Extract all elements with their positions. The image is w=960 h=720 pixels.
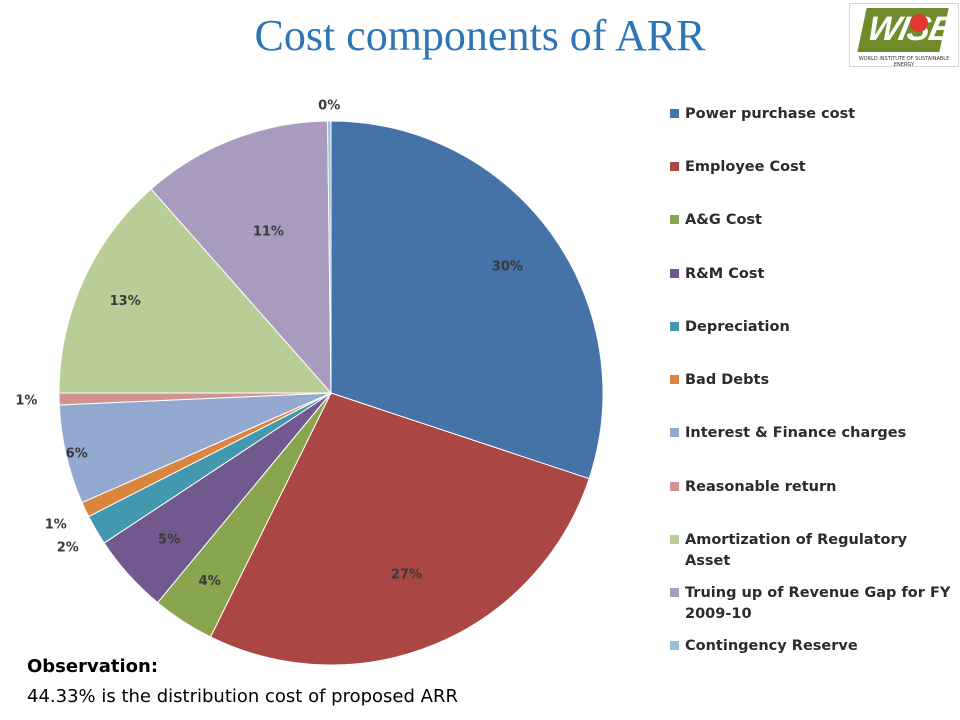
pie-slices [58, 120, 604, 666]
legend-label: R&M Cost [685, 266, 765, 282]
slide-title: Cost components of ARR [254, 11, 706, 60]
legend-label: Truing up of Revenue Gap for FY 2009-10 [685, 585, 951, 622]
logo-sun-icon [910, 14, 928, 32]
pie-label-bad-debts: 1% [45, 518, 67, 533]
observation-text: 44.33% is the distribution cost of propo… [27, 686, 458, 707]
legend-swatch [670, 269, 679, 278]
legend-label: Contingency Reserve [685, 638, 858, 654]
pie-label-amortization-of-regulatory-asset: 13% [110, 294, 141, 309]
logo-tagline: WORLD INSTITUTE OF SUSTAINABLE ENERGY [858, 56, 950, 68]
legend-swatch [670, 109, 679, 118]
legend-label: Employee Cost [685, 159, 806, 175]
pie-slice-power-purchase-cost [330, 120, 604, 480]
pie-label-interest-finance-charges: 6% [66, 446, 88, 461]
observation-heading: Observation: [27, 656, 159, 677]
pie-slice-amortization-of-regulatory-asset [58, 188, 333, 394]
legend-label: Depreciation [685, 319, 790, 335]
pie-label-contingency-reserve: 0% [318, 99, 340, 114]
legend-label: Amortization of Regulatory Asset [685, 532, 908, 569]
legend-label: A&G Cost [685, 212, 762, 228]
legend-swatch [670, 375, 679, 384]
pie-labels: 30% 27% 4% 5% 2% 1% 6% 1% 13% 11% 0% [15, 99, 523, 590]
legend-swatch [670, 535, 679, 544]
pie-label-r-m-cost: 5% [158, 532, 180, 547]
legend-label: Power purchase cost [685, 106, 856, 122]
legend-swatch [670, 641, 679, 650]
pie-label-reasonable-return: 1% [15, 394, 37, 409]
pie-slice-employee-cost [209, 392, 590, 666]
legend-swatch [670, 428, 679, 437]
pie-label-employee-cost: 27% [391, 568, 422, 583]
legend-label: Bad Debts [685, 372, 770, 388]
legend-swatch [670, 482, 679, 491]
legend-swatch [670, 162, 679, 171]
pie-label-depreciation: 2% [57, 540, 79, 555]
pie-label-a-g-cost: 4% [199, 574, 221, 589]
legend-swatch [670, 588, 679, 597]
legend-label: Interest & Finance charges [685, 425, 907, 441]
pie-label-power-purchase-cost: 30% [492, 260, 523, 275]
pie-slice-contingency-reserve [327, 120, 332, 394]
pie-label-truing-up-of-revenue-gap-for-fy-2009-10: 11% [253, 225, 284, 240]
legend-swatch [670, 215, 679, 224]
pie-slice-truing-up-of-revenue-gap-for-fy-2009-10 [150, 120, 332, 395]
legend-label: Reasonable return [685, 479, 837, 495]
legend-swatch [670, 322, 679, 331]
wise-logo: WISE WORLD INSTITUTE OF SUSTAINABLE ENER… [849, 3, 959, 68]
